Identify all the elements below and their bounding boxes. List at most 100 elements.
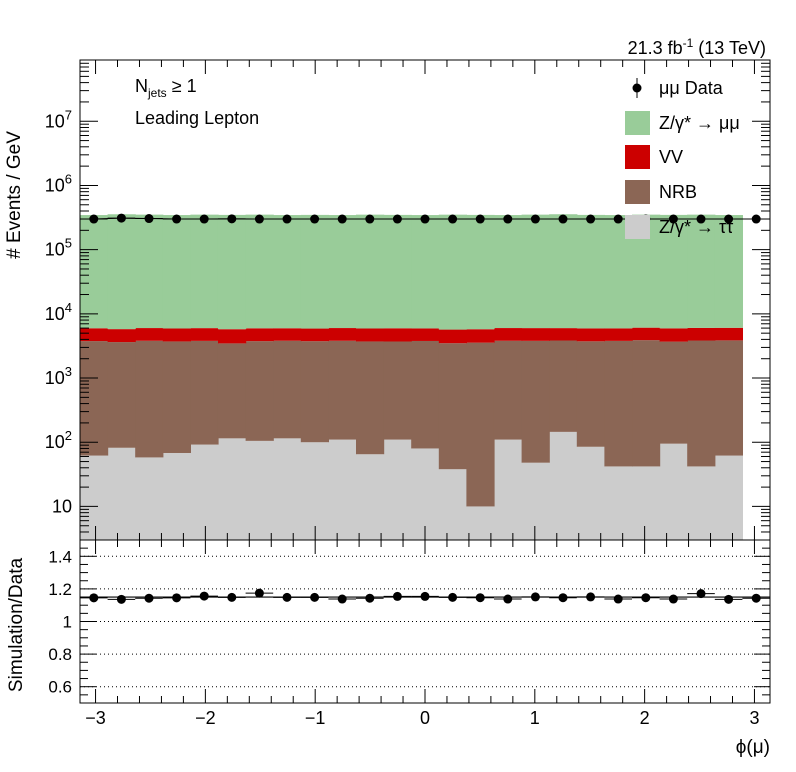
x-axis-label: ϕ(μ): [736, 737, 770, 758]
bar-z-17: [549, 431, 578, 540]
ratio-point-3: [172, 593, 182, 603]
x-tick-label: 2: [640, 708, 650, 728]
data-point-21: [668, 214, 678, 224]
ratio-plot: 0.6 0.8 1 1.2 1.4 −3 −2 −1 0 1 2 3: [48, 539, 771, 728]
bar-nrb-4: [190, 340, 219, 445]
ratio-plot-axes: 0.6 0.8 1 1.2 1.4 −3 −2 −1 0 1 2 3: [48, 539, 771, 728]
bar-vv-21: [659, 328, 688, 342]
bar-z-23: [714, 455, 744, 540]
bar-nrb-17: [549, 340, 578, 432]
bar-z-22: [687, 466, 716, 540]
x-tick-label: −2: [195, 708, 216, 728]
bar-z-19: [604, 466, 633, 540]
data-point-24: [751, 214, 761, 224]
data-point-9: [337, 214, 347, 224]
bar-z-5: [217, 438, 247, 540]
ratio-point-2: [144, 593, 154, 603]
bar-nrb-12: [411, 340, 440, 449]
bar-vv-13: [438, 329, 468, 344]
data-point-12: [420, 214, 430, 224]
bar-z-1: [107, 447, 136, 540]
bar-vv-16: [521, 328, 550, 341]
ratio-point-5: [227, 592, 237, 602]
ratio-y-tick-label: 0.6: [48, 678, 72, 697]
bar-vv-12: [411, 328, 440, 341]
main-plot: 10 102 103 104 105 106 107: [45, 59, 771, 541]
bar-vv-19: [604, 328, 633, 341]
bar-z-5: [217, 214, 247, 330]
ratio-point-7: [282, 592, 292, 602]
bar-vv-15: [493, 328, 523, 341]
bar-vv-3: [162, 328, 191, 342]
data-point-11: [392, 214, 402, 224]
bar-nrb-10: [356, 341, 385, 455]
ratio-y-tick-label: 1: [63, 613, 72, 632]
bar-z-4: [190, 444, 219, 540]
njets-annotation: Njets ≥ 1: [135, 76, 197, 100]
legend-label-3: NRB: [659, 182, 697, 202]
data-point-17: [558, 214, 568, 224]
ratio-points: [80, 588, 770, 604]
ratio-point-13: [448, 592, 458, 602]
ratio-y-tick-label: 1.4: [48, 547, 72, 566]
y-tick-label-1000: 103: [45, 364, 72, 388]
legend-swatch-3: [625, 180, 650, 204]
x-tick-label: 1: [530, 708, 540, 728]
y-tick-label-10: 10: [52, 496, 72, 516]
ratio-point-20: [641, 593, 651, 603]
ratio-point-22: [696, 589, 706, 599]
bar-z-16: [521, 462, 550, 540]
bar-z-1: [107, 214, 136, 330]
bar-vv-0: [80, 328, 109, 342]
main-plot-axes: 10 102 103 104 105 106 107: [45, 59, 771, 541]
bar-z-8: [300, 214, 330, 329]
bar-z-20: [632, 466, 661, 540]
y-tick-label-100000: 105: [45, 236, 72, 260]
legend-swatch-4: [625, 215, 650, 239]
bar-vv-22: [687, 327, 716, 341]
ratio-point-16: [530, 592, 540, 602]
bar-vv-20: [632, 327, 661, 341]
legend-label-2: VV: [659, 147, 683, 167]
data-point-3: [172, 214, 182, 224]
bar-z-6: [245, 440, 274, 540]
bar-z-11: [383, 439, 412, 540]
data-point-4: [199, 214, 209, 224]
data-point-16: [530, 214, 540, 224]
bar-nrb-0: [80, 341, 109, 456]
bar-z-21: [659, 214, 688, 329]
ratio-point-15: [503, 594, 513, 604]
legend-label-1: Z/γ* → μμ: [659, 113, 740, 133]
ratio-point-11: [392, 591, 402, 601]
data-point-23: [724, 214, 734, 224]
bar-z-18: [576, 214, 605, 329]
y-tick-label-1000000: 106: [45, 171, 72, 195]
y-tick-label-100: 102: [45, 428, 72, 452]
bar-nrb-8: [300, 341, 330, 443]
ratio-point-4: [199, 591, 209, 601]
bar-z-13: [438, 214, 468, 330]
y-tick-label-10000000: 107: [45, 107, 72, 131]
bar-vv-14: [466, 329, 495, 343]
data-point-2: [144, 214, 154, 224]
data-point-13: [448, 214, 458, 224]
data-point-6: [254, 214, 264, 224]
legend-label-4: Z/γ* → ττ: [659, 217, 733, 237]
ratio-point-14: [475, 593, 485, 603]
bar-nrb-9: [328, 340, 357, 440]
bar-z-10: [356, 454, 385, 540]
bar-vv-4: [190, 328, 219, 341]
bar-nrb-15: [493, 340, 523, 440]
x-tick-label: 0: [420, 708, 430, 728]
bar-z-0: [80, 215, 109, 329]
bar-vv-11: [383, 328, 412, 342]
bar-z-12: [411, 215, 440, 329]
ratio-point-1: [116, 594, 126, 604]
bar-nrb-20: [632, 340, 661, 467]
legend-swatch-2: [625, 145, 650, 169]
bar-z-16: [521, 214, 550, 329]
bar-z-12: [411, 448, 440, 540]
bar-nrb-7: [273, 340, 302, 439]
ratio-point-10: [365, 593, 375, 603]
